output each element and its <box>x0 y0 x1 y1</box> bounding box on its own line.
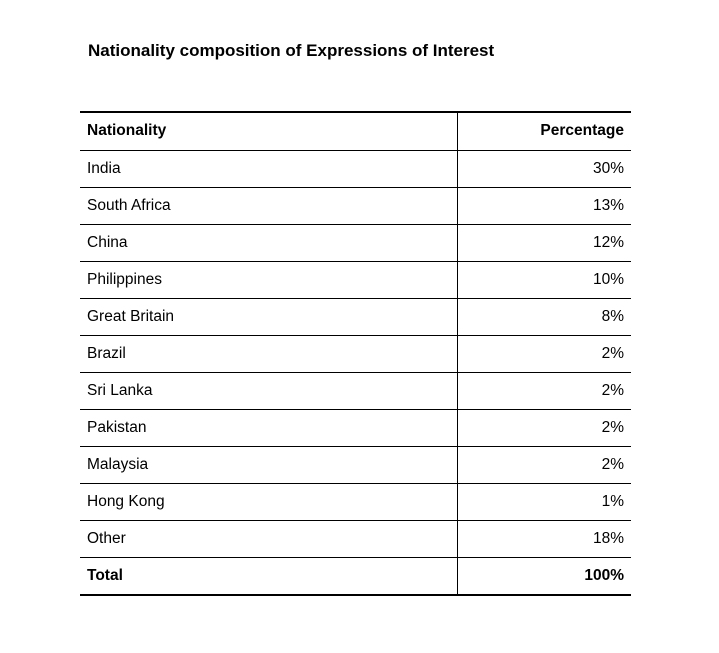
total-percentage: 100% <box>457 557 631 596</box>
nationality-cell: Pakistan <box>80 409 458 447</box>
nationality-cell: South Africa <box>80 187 458 225</box>
table-row: Sri Lanka 2% <box>80 372 631 410</box>
table-header: Nationality Percentage <box>80 111 631 151</box>
nationality-cell: Brazil <box>80 335 458 373</box>
total-row: Total 100% <box>80 557 631 596</box>
table-row: Pakistan 2% <box>80 409 631 447</box>
table-row: Other 18% <box>80 520 631 558</box>
percentage-cell: 30% <box>457 150 631 188</box>
percentage-cell: 2% <box>457 409 631 447</box>
table-row: South Africa 13% <box>80 187 631 225</box>
header-nationality: Nationality <box>80 111 458 151</box>
nationality-table: Nationality Percentage India 30% South A… <box>80 111 631 596</box>
table-row: Malaysia 2% <box>80 446 631 484</box>
table-body: India 30% South Africa 13% China 12% Phi… <box>80 150 631 596</box>
percentage-cell: 12% <box>457 224 631 262</box>
nationality-cell: Philippines <box>80 261 458 299</box>
nationality-cell: Malaysia <box>80 446 458 484</box>
table-row: China 12% <box>80 224 631 262</box>
total-label: Total <box>80 557 458 596</box>
percentage-cell: 8% <box>457 298 631 336</box>
percentage-cell: 2% <box>457 372 631 410</box>
percentage-cell: 2% <box>457 335 631 373</box>
table-row: India 30% <box>80 150 631 188</box>
nationality-cell: India <box>80 150 458 188</box>
percentage-cell: 10% <box>457 261 631 299</box>
table-row: Hong Kong 1% <box>80 483 631 521</box>
nationality-cell: Other <box>80 520 458 558</box>
nationality-cell: Great Britain <box>80 298 458 336</box>
document-title: Nationality composition of Expressions o… <box>88 41 495 60</box>
percentage-cell: 1% <box>457 483 631 521</box>
percentage-cell: 13% <box>457 187 631 225</box>
header-row: Nationality Percentage <box>80 111 631 151</box>
table-row: Great Britain 8% <box>80 298 631 336</box>
percentage-cell: 2% <box>457 446 631 484</box>
nationality-cell: Sri Lanka <box>80 372 458 410</box>
nationality-cell: China <box>80 224 458 262</box>
header-percentage: Percentage <box>457 111 631 151</box>
table-row: Brazil 2% <box>80 335 631 373</box>
nationality-cell: Hong Kong <box>80 483 458 521</box>
percentage-cell: 18% <box>457 520 631 558</box>
table-row: Philippines 10% <box>80 261 631 299</box>
